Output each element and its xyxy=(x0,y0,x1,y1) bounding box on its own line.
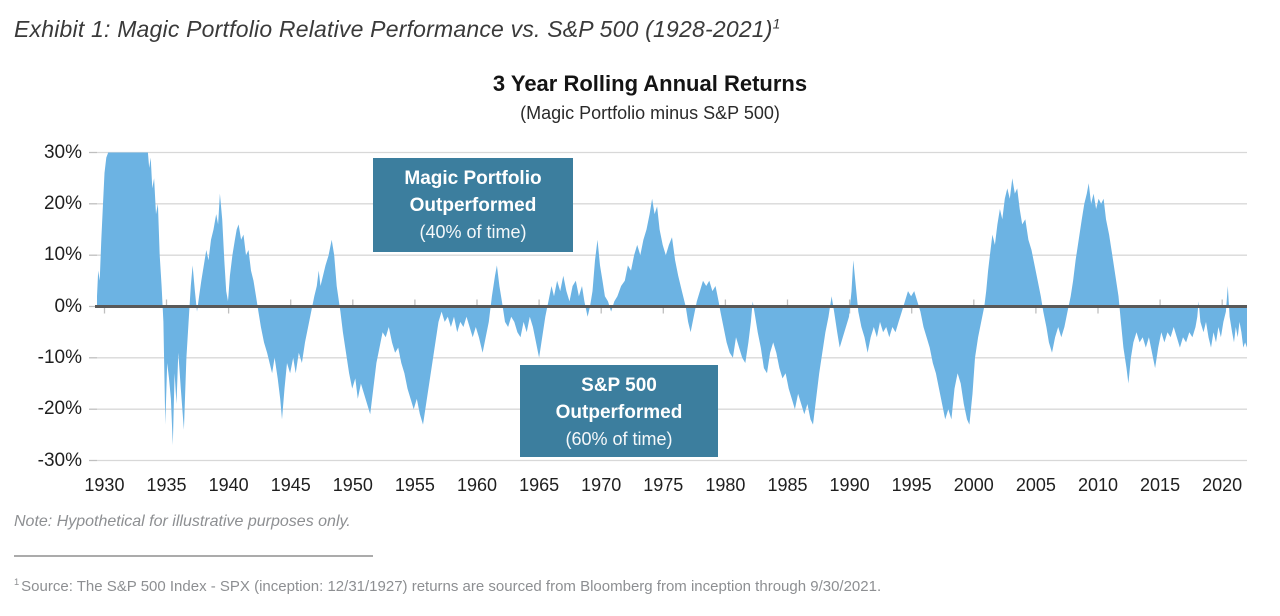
source-footnote: 1 Source: The S&P 500 Index - SPX (incept… xyxy=(14,572,881,597)
y-axis-tick-label: 30% xyxy=(43,141,82,163)
x-axis-tick-label: 1945 xyxy=(270,475,311,495)
annotation-sp500-line3: (60% of time) xyxy=(565,429,673,449)
exhibit-title: Exhibit 1: Magic Portfolio Relative Perf… xyxy=(14,16,781,43)
exhibit-title-text: Exhibit 1: Magic Portfolio Relative Perf… xyxy=(14,16,773,42)
x-axis-tick-label: 2010 xyxy=(1077,475,1118,495)
divider-line xyxy=(14,555,373,557)
y-axis-tick-label: 0% xyxy=(54,295,82,317)
x-axis-tick-label: 2000 xyxy=(953,475,994,495)
x-axis-tick-label: 1950 xyxy=(332,475,373,495)
exhibit-title-superscript: 1 xyxy=(772,16,781,32)
chart-title: 3 Year Rolling Annual Returns xyxy=(492,71,808,96)
footnote-text: Source: The S&P 500 Index - SPX (incepti… xyxy=(21,578,882,595)
annotation-magic-line2: Outperformed xyxy=(409,195,537,216)
y-axis-tick-label: -30% xyxy=(37,449,82,471)
annotation-magic-line1: Magic Portfolio xyxy=(404,168,542,189)
x-axis-tick-label: 1985 xyxy=(767,475,808,495)
x-axis-tick-label: 1980 xyxy=(705,475,746,495)
y-axis-tick-label: -10% xyxy=(37,346,82,368)
y-axis-tick-label: -20% xyxy=(37,398,82,420)
x-axis-tick-label: 1995 xyxy=(891,475,932,495)
x-axis-tick-label: 2015 xyxy=(1140,475,1181,495)
x-axis-tick-label: 1965 xyxy=(519,475,560,495)
chart-subtitle: (Magic Portfolio minus S&P 500) xyxy=(520,103,780,123)
x-axis-tick-label: 1970 xyxy=(581,475,622,495)
x-axis-tick-label: 1960 xyxy=(456,475,498,495)
x-axis-tick-label: 1930 xyxy=(84,475,125,495)
x-axis-tick-label: 1975 xyxy=(643,475,684,495)
annotation-magic-line3: (40% of time) xyxy=(419,222,527,242)
note-text: Note: Hypothetical for illustrative purp… xyxy=(14,513,351,530)
y-axis-tick-label: 20% xyxy=(43,192,82,214)
x-axis-tick-label: 2020 xyxy=(1202,475,1243,495)
annotation-sp500-line1: S&P 500 xyxy=(581,375,657,396)
x-axis-tick-label: 1935 xyxy=(146,475,187,495)
x-axis-tick-label: 1955 xyxy=(394,475,435,495)
x-axis-tick-label: 1990 xyxy=(829,475,870,495)
footnote-superscript: 1 xyxy=(14,577,20,587)
annotation-sp500-outperformed: S&P 500 Outperformed (60% of time) xyxy=(520,365,718,457)
x-axis-tick-label: 1940 xyxy=(208,475,249,495)
annotation-magic-outperformed: Magic Portfolio Outperformed (40% of tim… xyxy=(373,158,573,252)
annotation-sp500-line2: Outperformed xyxy=(555,402,683,423)
y-axis-tick-label: 10% xyxy=(43,244,82,266)
x-axis-tick-label: 2005 xyxy=(1015,475,1056,495)
